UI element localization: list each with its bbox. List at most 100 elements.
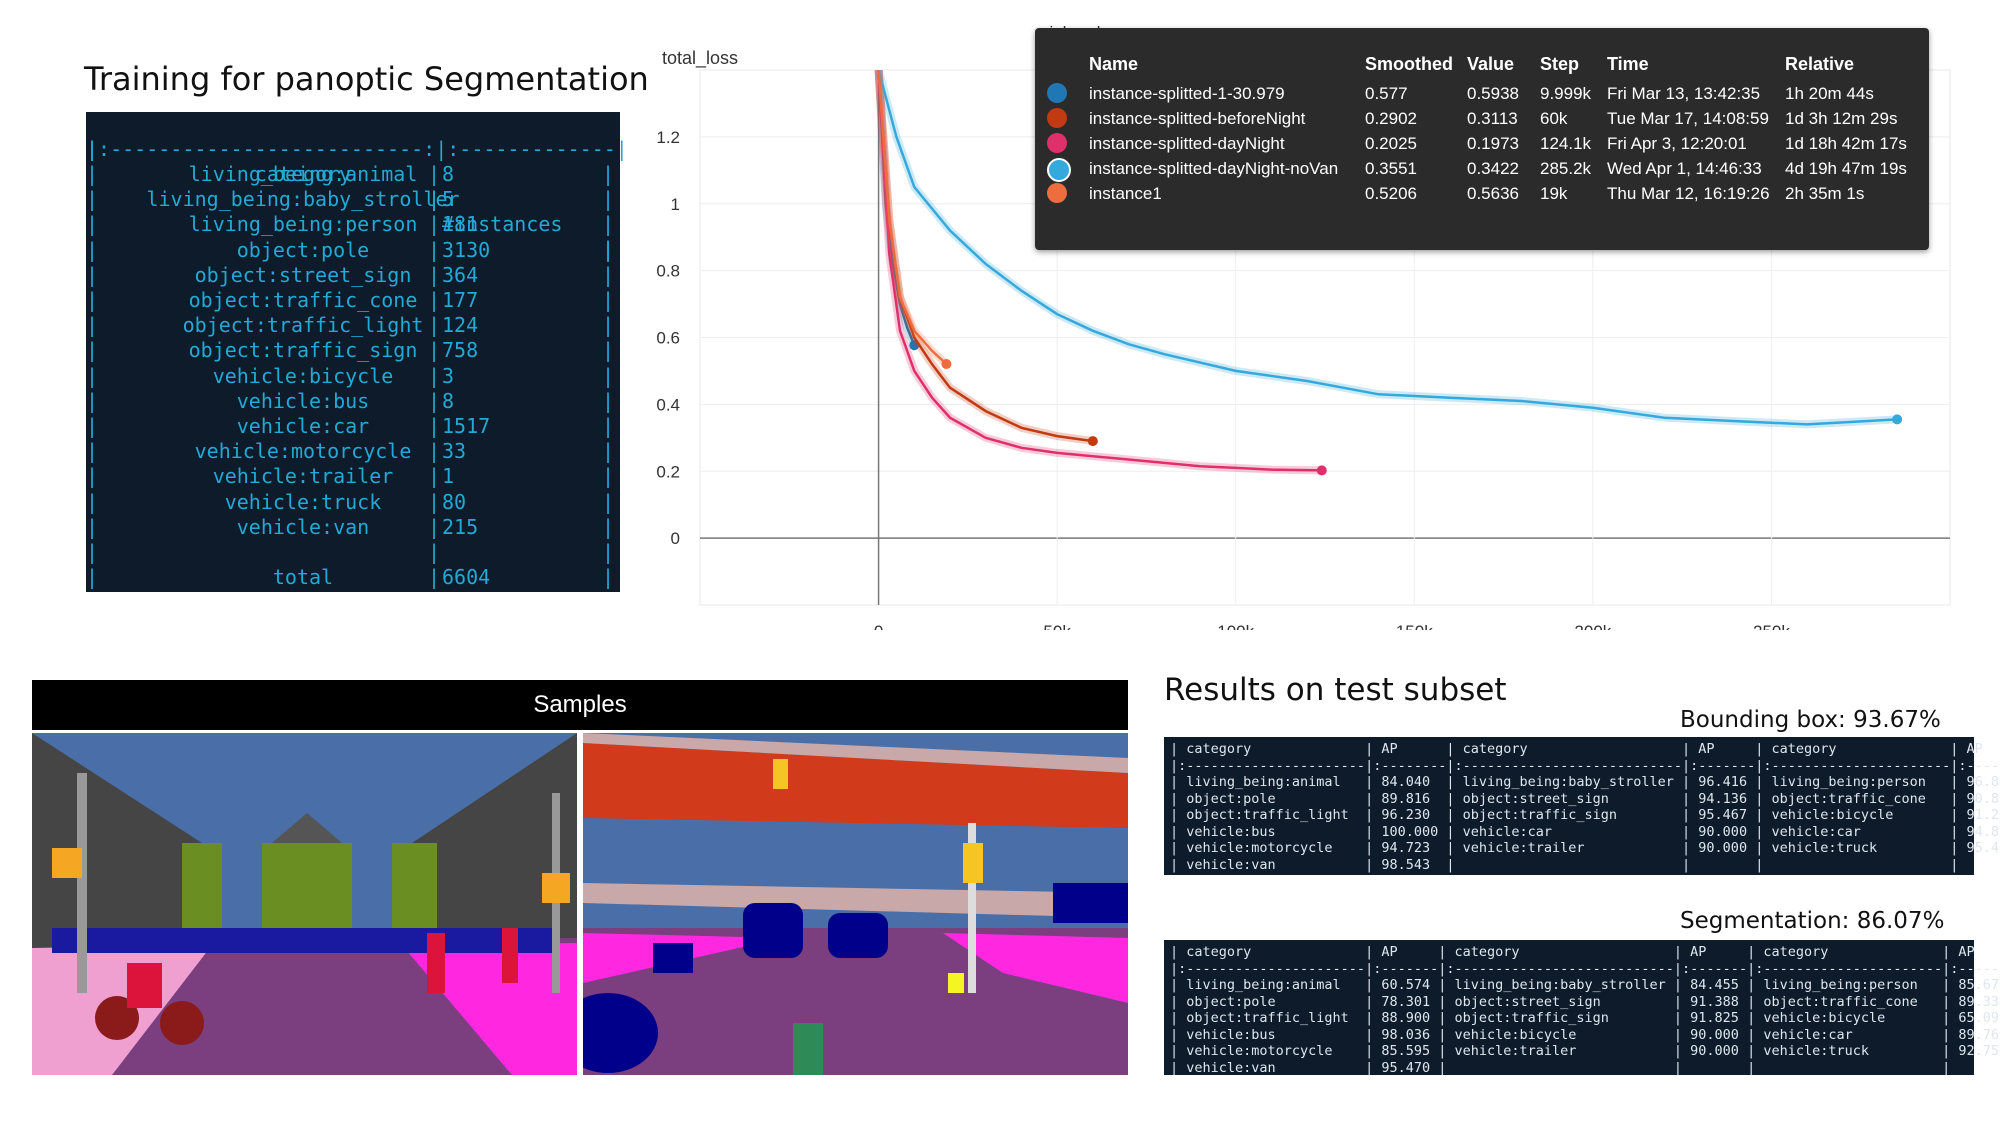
seg-label: Segmentation: — [1680, 908, 1850, 934]
tooltip-smoothed: 0.5206 — [1365, 184, 1417, 203]
page-title: Training for panoptic Segmentation — [84, 60, 649, 98]
table-row: | object:pole | 3130 | — [86, 237, 615, 262]
x-tick-label: 250k — [1753, 622, 1790, 630]
x-tick-label: 50k — [1043, 622, 1071, 630]
tooltip-step: 60k — [1540, 109, 1568, 128]
table-row: | living_being:person | 181 | — [86, 212, 615, 237]
x-tick-label: 0 — [874, 622, 883, 630]
tooltip-relative: 4d 19h 47m 19s — [1785, 159, 1907, 178]
tooltip-header-relative: Relative — [1785, 54, 1855, 74]
series-end-point-1 — [1087, 436, 1098, 447]
table-row: | object:traffic_sign | 758 | — [86, 338, 615, 363]
instance-count: 124 — [442, 313, 479, 338]
series-end-point-4 — [941, 359, 952, 370]
category-name: living_being:animal — [188, 162, 418, 186]
table-row: | vehicle:motorcycle | 33 | — [86, 439, 615, 464]
header-category: category — [254, 162, 352, 186]
chart-title: total_loss — [662, 48, 739, 68]
tooltip-step: 9.999k — [1540, 84, 1592, 103]
series-end-point-2 — [1316, 465, 1327, 476]
tooltip-value: 0.5636 — [1467, 184, 1519, 203]
series-color-icon — [1047, 133, 1067, 153]
bbox-results-table: | category | AP | category | AP | catego… — [1164, 737, 2000, 875]
run-tooltip: Name Smoothed Value Step Time Relative i… — [1035, 28, 1929, 250]
tooltip-value: 0.5938 — [1467, 84, 1519, 103]
tooltip-header-value: Value — [1467, 54, 1515, 74]
y-tick-label: 0.4 — [656, 395, 680, 414]
instance-count: 8 — [442, 388, 455, 413]
results-row: | object:traffic_light | 88.900 | object… — [1170, 1010, 2000, 1026]
tooltip-header-smoothed: Smoothed — [1365, 54, 1453, 74]
table-row: | vehicle:van | 215 | — [86, 514, 615, 539]
results-row: | vehicle:bus | 98.036 | vehicle:bicycle… — [1170, 1026, 2000, 1043]
results-row: | object:pole | 78.301 | object:street_s… — [1170, 993, 2000, 1010]
instance-count: 1517 — [442, 414, 491, 438]
tooltip-name: instance-splitted-dayNight-noVan — [1089, 159, 1339, 178]
category-name: vehicle:van — [236, 514, 370, 539]
tooltip-value: 0.3422 — [1467, 159, 1519, 178]
results-title: Results on test subset — [1164, 672, 1507, 708]
category-name: vehicle:bus — [236, 388, 370, 413]
table-row-blank: | | | — [86, 540, 615, 564]
tooltip-relative: 1d 18h 42m 17s — [1785, 134, 1907, 153]
results-row: | living_being:animal | 60.574 | living_… — [1170, 977, 2000, 993]
results-row: | vehicle:van | 98.543 | | | | | — [1170, 856, 2000, 873]
instance-count: 364 — [442, 262, 479, 287]
tooltip-time: Fri Apr 3, 12:20:01 — [1607, 134, 1747, 153]
instance-count: 215 — [442, 514, 479, 539]
category-name: object:traffic_cone — [188, 288, 418, 312]
instance-count: 33 — [442, 439, 467, 464]
seg-results-table: | category | AP | category | AP | catego… — [1164, 940, 2000, 1076]
y-tick-label: 1 — [671, 195, 680, 214]
results-row: |:----------------------|:--------|:----… — [1170, 757, 2000, 774]
x-tick-label: 200k — [1574, 622, 1611, 630]
series-line-4[interactable] — [877, 70, 948, 365]
category-name: vehicle:bicycle — [212, 363, 394, 388]
category-name: object:traffic_sign — [188, 338, 418, 363]
table-row: | living_being:animal | 8 | — [86, 162, 615, 186]
tooltip-smoothed: 0.2902 — [1365, 109, 1417, 128]
tooltip-name: instance-splitted-dayNight — [1089, 134, 1285, 153]
category-instances-table: | category | #instances | |:------------… — [86, 112, 628, 592]
results-row: | vehicle:bus | 100.000 | vehicle:car | … — [1170, 823, 2000, 840]
results-row: | vehicle:motorcycle | 94.723 | vehicle:… — [1170, 840, 2000, 856]
y-tick-label: 0 — [671, 529, 680, 548]
y-tick-label: 0.8 — [656, 262, 680, 281]
series-line-3[interactable] — [877, 70, 1898, 426]
instance-count: 181 — [442, 212, 479, 237]
table-row: | vehicle:car | 1517 | — [86, 414, 615, 438]
category-name: object:street_sign — [194, 262, 412, 287]
table-row-total: | total | 6604 | — [86, 565, 615, 590]
tooltip-time: Fri Mar 13, 13:42:35 — [1607, 84, 1761, 103]
tooltip-step: 19k — [1540, 184, 1568, 203]
sample-image-left — [32, 733, 577, 1075]
category-name: vehicle:trailer — [212, 464, 394, 489]
tooltip-time: Tue Mar 17, 14:08:59 — [1607, 109, 1769, 128]
tooltip-smoothed: 0.577 — [1365, 84, 1408, 103]
sample-image-right — [583, 733, 1128, 1075]
series-color-icon — [1047, 158, 1071, 182]
bbox-label: Bounding box: — [1680, 707, 1846, 733]
total-value: 6604 — [442, 565, 491, 590]
results-row: | category | AP | category | AP | catego… — [1170, 944, 2000, 960]
instance-count: 1 — [442, 464, 455, 489]
tooltip-value: 0.3113 — [1467, 109, 1518, 128]
instance-count: 177 — [442, 288, 479, 312]
table-row: | object:street_sign | 364 | — [86, 262, 615, 287]
results-row: | object:pole | 89.816 | object:street_s… — [1170, 790, 2000, 807]
tooltip-smoothed: 0.2025 — [1365, 134, 1417, 153]
tooltip-name: instance-splitted-beforeNight — [1089, 109, 1306, 128]
bbox-value: 93.67% — [1853, 707, 1941, 733]
table-row: | living_being:baby_stroller | 5 | — [86, 187, 615, 212]
table-row: | vehicle:trailer | 1 | — [86, 464, 615, 489]
series-end-point-3 — [1892, 414, 1903, 425]
tooltip-relative: 1d 3h 12m 29s — [1785, 109, 1898, 128]
table-row: | object:traffic_cone | 177 | — [86, 288, 615, 312]
results-row: | living_being:animal | 84.040 | living_… — [1170, 774, 2000, 790]
instance-count: 5 — [442, 187, 455, 212]
tooltip-header-step: Step — [1540, 54, 1580, 74]
total-label: total — [272, 565, 334, 590]
tooltip-step: 285.2k — [1540, 159, 1592, 178]
category-name: vehicle:motorcycle — [194, 439, 412, 464]
series-line-2[interactable] — [877, 70, 1322, 472]
